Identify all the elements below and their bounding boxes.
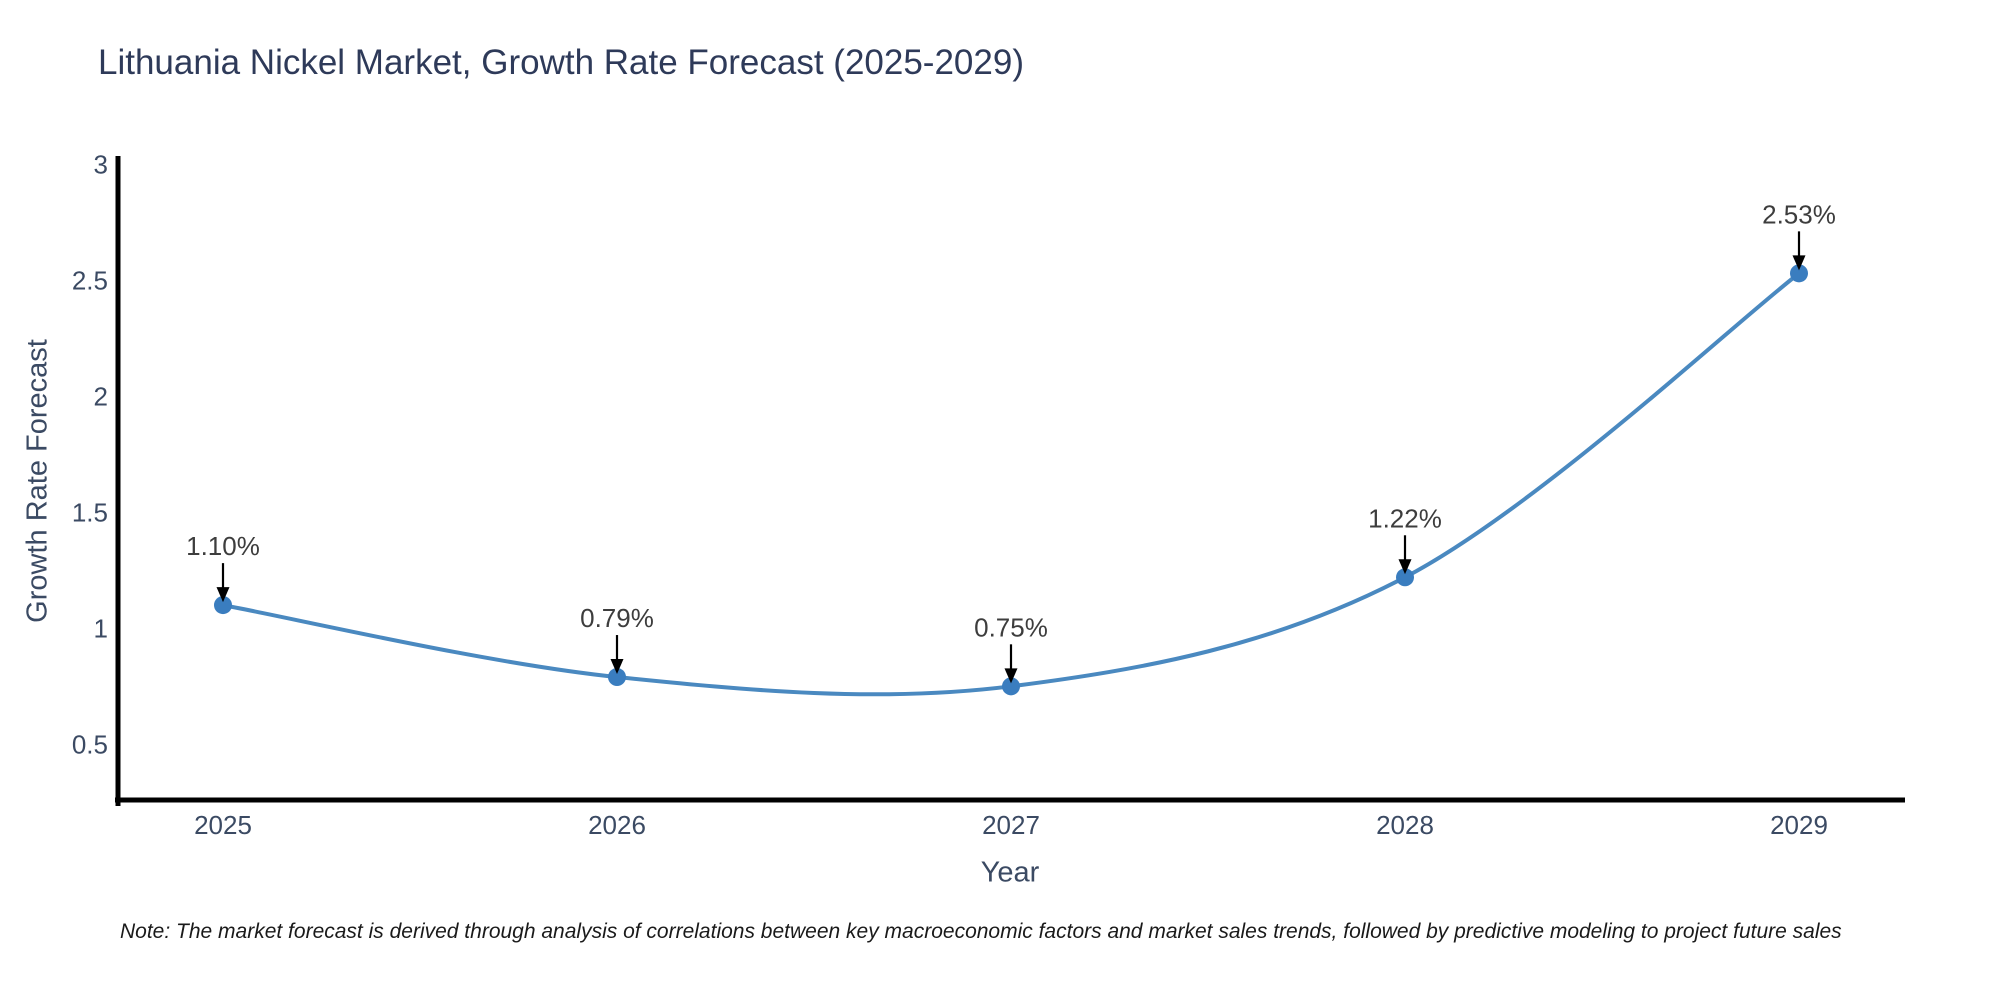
- data-point-marker: [214, 596, 232, 615]
- annotation-arrow-head: [1398, 559, 1412, 575]
- y-tick-label: 3: [94, 149, 108, 179]
- y-tick-label: 1: [94, 613, 108, 643]
- x-axis-title: Year: [980, 856, 1040, 889]
- data-point-label: 1.22%: [1368, 503, 1442, 533]
- chart-title: Lithuania Nickel Market, Growth Rate For…: [98, 43, 1024, 82]
- x-tick-label: 2027: [982, 810, 1040, 840]
- x-tick-label: 2026: [588, 810, 646, 840]
- data-point-marker: [1396, 568, 1414, 587]
- data-point-label: 1.10%: [186, 531, 260, 561]
- data-point-marker: [1002, 677, 1020, 696]
- forecast-line: [221, 271, 1801, 697]
- y-tick-label: 1.5: [72, 497, 108, 527]
- data-point-label: 0.75%: [974, 612, 1048, 642]
- data-point-label: 2.53%: [1762, 199, 1836, 229]
- data-point-label: 0.79%: [580, 603, 654, 633]
- data-point-marker: [608, 668, 626, 687]
- x-tick-label: 2028: [1376, 810, 1434, 840]
- annotation-arrow-head: [610, 659, 624, 675]
- annotation-arrow-head: [1004, 668, 1018, 684]
- y-tick-label: 2: [94, 381, 108, 411]
- data-point-marker: [1790, 264, 1808, 283]
- y-tick-label: 2.5: [72, 265, 108, 295]
- y-tick-label: 0.5: [72, 729, 108, 759]
- x-tick-label: 2025: [194, 810, 252, 840]
- x-tick-label: 2029: [1770, 810, 1828, 840]
- chart-footnote: Note: The market forecast is derived thr…: [120, 920, 1842, 943]
- annotation-arrow-head: [216, 587, 230, 603]
- annotation-arrow-head: [1792, 255, 1806, 271]
